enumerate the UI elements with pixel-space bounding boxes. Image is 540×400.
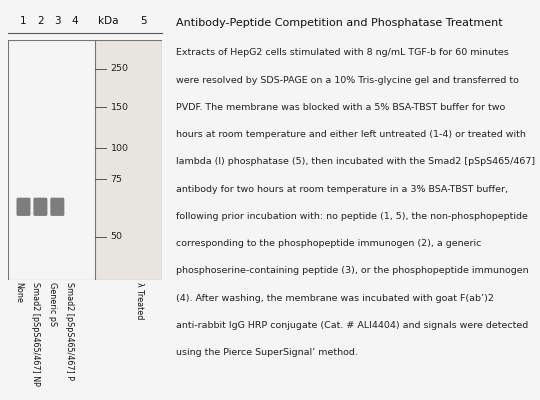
Text: Smad2 [pSpS465/467] NP: Smad2 [pSpS465/467] NP	[31, 282, 40, 386]
Text: 3: 3	[54, 16, 60, 26]
Text: 150: 150	[111, 103, 129, 112]
Text: Extracts of HepG2 cells stimulated with 8 ng/mL TGF-b for 60 minutes: Extracts of HepG2 cells stimulated with …	[177, 48, 509, 57]
Text: 75: 75	[111, 175, 123, 184]
Text: λ Treated: λ Treated	[134, 282, 144, 320]
Text: (4). After washing, the membrane was incubated with goat F(ab’)2: (4). After washing, the membrane was inc…	[177, 294, 494, 303]
Text: None: None	[15, 282, 24, 303]
Text: 4: 4	[71, 16, 78, 26]
Text: kDa: kDa	[98, 16, 118, 26]
Text: following prior incubation with: no peptide (1, 5), the non-phosphopeptide: following prior incubation with: no pept…	[177, 212, 528, 221]
Text: Smad2 [pSpS465/467] P: Smad2 [pSpS465/467] P	[65, 282, 75, 380]
Text: lambda (l) phosphatase (5), then incubated with the Smad2 [pSpS465/467]: lambda (l) phosphatase (5), then incubat…	[177, 157, 536, 166]
FancyBboxPatch shape	[33, 198, 48, 216]
Text: were resolved by SDS-PAGE on a 10% Tris-glycine gel and transferred to: were resolved by SDS-PAGE on a 10% Tris-…	[177, 76, 519, 84]
Text: 50: 50	[111, 232, 123, 241]
Text: hours at room temperature and either left untreated (1-4) or treated with: hours at room temperature and either lef…	[177, 130, 526, 139]
FancyBboxPatch shape	[17, 198, 30, 216]
Text: 250: 250	[111, 64, 129, 73]
Text: 1: 1	[20, 16, 27, 26]
Text: corresponding to the phosphopeptide immunogen (2), a generic: corresponding to the phosphopeptide immu…	[177, 239, 482, 248]
Text: Antibody-Peptide Competition and Phosphatase Treatment: Antibody-Peptide Competition and Phospha…	[177, 18, 503, 28]
Text: phosphoserine-containing peptide (3), or the phosphopeptide immunogen: phosphoserine-containing peptide (3), or…	[177, 266, 529, 276]
Text: 100: 100	[111, 144, 129, 152]
Text: 2: 2	[37, 16, 44, 26]
Text: 5: 5	[140, 16, 147, 26]
Text: Generic pS: Generic pS	[49, 282, 57, 326]
FancyBboxPatch shape	[50, 198, 64, 216]
Text: using the Pierce SuperSignal’ method.: using the Pierce SuperSignal’ method.	[177, 348, 359, 357]
Bar	[95, 40, 162, 280]
Text: anti-rabbit IgG HRP conjugate (Cat. # ALI4404) and signals were detected: anti-rabbit IgG HRP conjugate (Cat. # AL…	[177, 321, 529, 330]
Text: antibody for two hours at room temperature in a 3% BSA-TBST buffer,: antibody for two hours at room temperatu…	[177, 185, 509, 194]
Text: PVDF. The membrane was blocked with a 5% BSA-TBST buffer for two: PVDF. The membrane was blocked with a 5%…	[177, 103, 505, 112]
